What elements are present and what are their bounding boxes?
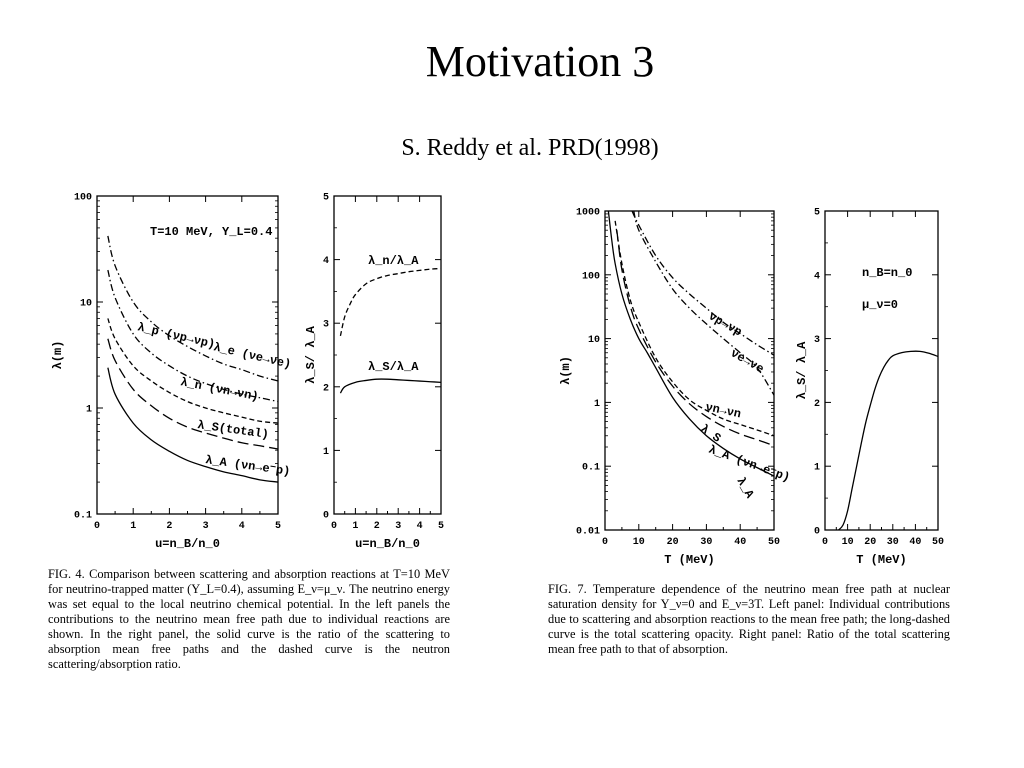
x-tick-label: 10 [633, 537, 645, 548]
y-tick-label: 4 [323, 256, 329, 267]
fig7-left-xlabel: T (MeV) [664, 553, 714, 567]
x-tick-label: 3 [203, 521, 209, 532]
fig4-left-series-0 [107, 235, 278, 382]
fig4-left-ylabel: λ(m) [51, 341, 65, 370]
fig7-label-ve: νe→νe [728, 346, 766, 376]
fig7-annotation-mu: μ_ν=0 [862, 298, 898, 312]
fig7-annotation-density: n_B=n_0 [862, 266, 912, 280]
y-tick-label: 1 [594, 399, 600, 410]
fig4-right-series-0 [339, 267, 441, 337]
x-tick-label: 0 [822, 537, 828, 548]
y-tick-label: 1 [323, 447, 329, 458]
y-tick-label: 0.1 [582, 463, 600, 474]
fig7-left-series-4 [607, 211, 774, 477]
y-tick-label: 5 [323, 193, 329, 204]
y-tick-label: 5 [814, 208, 820, 219]
fig7-label-lambda-a: λ_A (νn→e⁻p) [707, 443, 792, 485]
fig4-right-xlabel: u=n_B/n_0 [355, 537, 420, 551]
slide-title: Motivation 3 [425, 37, 655, 86]
y-tick-label: 1 [86, 405, 92, 416]
fig7-left-ylabel: λ(m) [559, 356, 573, 385]
fig7-left-series-3 [616, 230, 774, 447]
y-tick-label: 3 [814, 335, 820, 346]
fig4-label-lambda-e: λ_e (νe→νe) [212, 340, 292, 371]
slide-subtitle: S. Reddy et al. PRD(1998) [401, 135, 659, 161]
fig4-right-label-ratio-n: λ_n/λ_A [368, 254, 419, 268]
fig7-left-series-0 [631, 211, 774, 356]
x-tick-label: 0 [331, 521, 337, 532]
fig7-left-series-2 [614, 220, 774, 437]
x-tick-label: 10 [842, 537, 854, 548]
x-tick-label: 5 [275, 521, 281, 532]
fig7-right-xlabel: T (MeV) [856, 553, 906, 567]
x-tick-label: 20 [667, 537, 679, 548]
fig4-label-lambda-p: λ_p (νp→νp) [136, 320, 216, 351]
y-tick-label: 2 [323, 383, 329, 394]
x-tick-label: 40 [909, 537, 921, 548]
x-tick-label: 3 [395, 521, 401, 532]
fig4-left-panel: 0 1 2 3 4 5 0.1 1 10 100 u=n_B/n_0 λ(m) [51, 193, 281, 552]
x-tick-label: 50 [932, 537, 944, 548]
x-tick-label: 4 [417, 521, 423, 532]
x-tick-label: 40 [734, 537, 746, 548]
fig7-left-series-1 [633, 211, 774, 396]
y-tick-label: 10 [588, 335, 600, 346]
y-tick-label: 2 [814, 399, 820, 410]
fig7-caption: FIG. 7. Temperature dependence of the ne… [548, 582, 950, 656]
x-tick-label: 0 [94, 521, 100, 532]
y-tick-label: 1000 [576, 208, 600, 219]
x-tick-label: 30 [700, 537, 712, 548]
fig4-left-series-3 [107, 338, 278, 450]
y-tick-label: 10 [80, 299, 92, 310]
x-tick-label: 50 [768, 537, 780, 548]
x-tick-label: 0 [602, 537, 608, 548]
fig7-right-ylabel: λ_S/ λ_A [795, 341, 809, 399]
x-tick-label: 2 [166, 521, 172, 532]
y-tick-label: 100 [74, 193, 92, 204]
fig4-right-frame [333, 195, 442, 515]
fig4-left-xlabel: u=n_B/n_0 [155, 537, 220, 551]
y-tick-label: 100 [582, 271, 600, 282]
fig4-caption: FIG. 4. Comparison between scattering an… [48, 567, 450, 671]
fig4-right-label-ratio-s: λ_S/λ_A [368, 360, 419, 374]
fig7-label-vp: νp→νp [706, 309, 744, 339]
x-tick-label: 20 [864, 537, 876, 548]
fig4-label-lambda-n: λ_n (νn→νn) [179, 375, 259, 404]
y-tick-label: 1 [814, 463, 820, 474]
y-tick-label: 3 [323, 320, 329, 331]
fig4-right-panel: 0 1 2 3 4 5 0 1 2 3 4 5 u=n_B/n_0 λ_S/ λ_A [304, 193, 444, 552]
fig7-left-panel: 0 10 20 30 40 50 0.01 0.1 1 10 100 1000 T (MeV) λ(m) [559, 208, 780, 568]
fig4-left-series-4 [107, 367, 278, 483]
fig4-right-series-1 [339, 378, 441, 394]
fig4-right-ylabel: λ_S/ λ_A [304, 325, 318, 383]
x-tick-label: 1 [130, 521, 136, 532]
fig7-right-series-0 [838, 350, 938, 530]
x-tick-label: 2 [374, 521, 380, 532]
y-tick-label: 0 [814, 527, 820, 538]
y-tick-label: 0.01 [576, 527, 600, 538]
fig7-label-lambda-a-short: λ_A [734, 475, 757, 501]
x-tick-label: 30 [887, 537, 899, 548]
fig4-annotation: T=10 MeV, Y_L=0.4 [150, 225, 272, 239]
x-tick-label: 5 [438, 521, 444, 532]
x-tick-label: 1 [352, 521, 358, 532]
fig7-right-panel: 0 10 20 30 40 50 0 1 2 3 4 5 T (MeV) λ_S/ λ_A [795, 208, 944, 568]
y-tick-label: 0 [323, 511, 329, 522]
y-tick-label: 0.1 [74, 511, 92, 522]
y-tick-label: 4 [814, 271, 820, 282]
x-tick-label: 4 [239, 521, 245, 532]
